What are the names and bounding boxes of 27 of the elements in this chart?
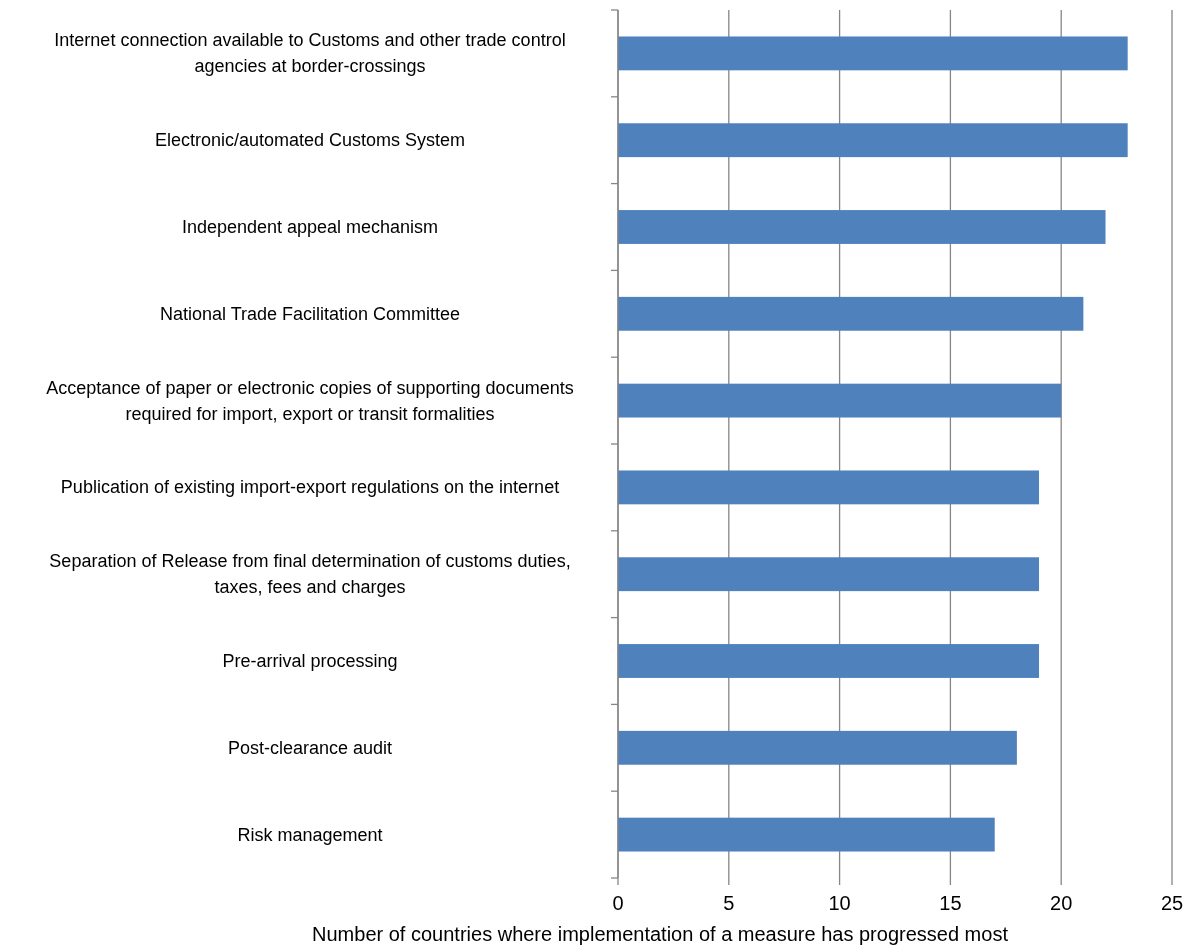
- bar: [618, 36, 1128, 71]
- bar: [618, 210, 1106, 244]
- x-tick-label: 10: [828, 892, 851, 914]
- x-tick-label: 5: [723, 892, 735, 914]
- y-tick-label: Pre-arrival processing: [222, 651, 398, 671]
- bar: [618, 817, 995, 852]
- x-axis-title: Number of countries where implementation of a measure has progressed most: [312, 923, 1009, 945]
- bar: [618, 730, 1017, 765]
- x-tick-label: 15: [939, 892, 962, 914]
- bar: [618, 557, 1040, 592]
- x-tick-label: 20: [1050, 892, 1073, 914]
- y-tick-label: Independent appeal mechanism: [181, 217, 439, 237]
- bar: [618, 383, 1062, 418]
- y-tick-label: National Trade Facilitation Committee: [159, 303, 461, 324]
- y-tick-label: Risk management: [237, 824, 383, 845]
- y-tick-label: Internet connection available to Customs and other trade control agencies at border-crossings: [54, 30, 566, 77]
- bar: [618, 470, 1040, 505]
- y-tick-label: Acceptance of paper or electronic copies of supporting documents required for import, export or transit formalities: [46, 377, 574, 424]
- x-tick-label: 25: [1160, 892, 1184, 914]
- y-tick-label: Electronic/automated Customs System: [154, 130, 466, 151]
- y-tick-label: Post-clearance audit: [227, 737, 393, 758]
- y-tick-label: Publication of existing import-export regulations on the internet: [60, 477, 560, 498]
- x-tick-label: 0: [612, 892, 624, 914]
- bar: [618, 644, 1040, 678]
- bar: [618, 296, 1084, 331]
- bar: [618, 123, 1128, 158]
- y-tick-label: Separation of Release from final determination of customs duties, taxes, fees and charges: [49, 551, 571, 598]
